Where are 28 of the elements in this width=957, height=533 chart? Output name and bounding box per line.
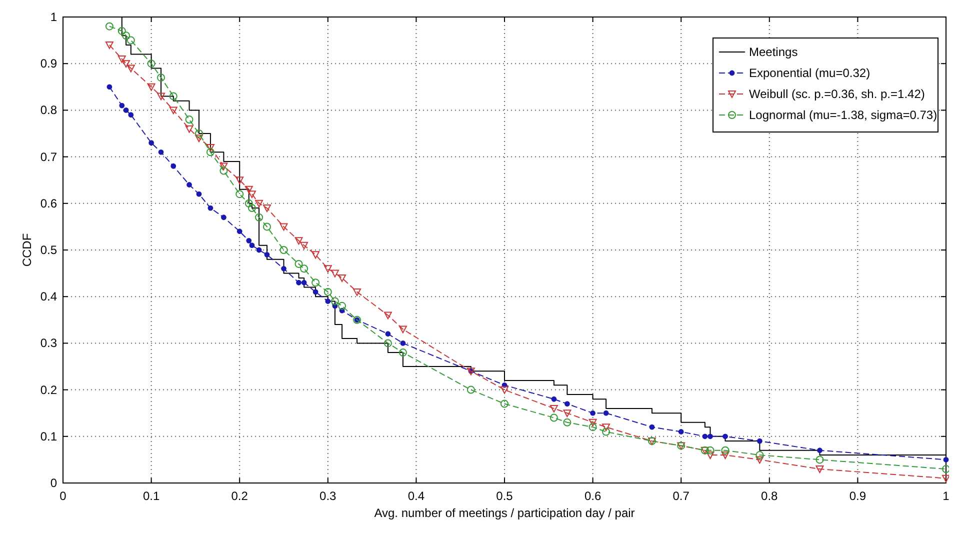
x-tick-label: 0.4: [408, 489, 425, 503]
y-tick-label: 0.1: [40, 429, 58, 444]
y-axis-title: CCDF: [20, 233, 34, 267]
y-tick-label: 0.2: [40, 382, 58, 397]
y-tick-label: 1: [50, 10, 58, 24]
legend-label: Meetings: [749, 45, 798, 59]
legend-label: Weibull (sc. p.=0.36, sh. p.=1.42): [749, 87, 925, 101]
legend-label: Exponential (mu=0.32): [749, 66, 870, 80]
x-tick-label: 0.3: [320, 489, 337, 503]
y-tick-label: 0.4: [40, 290, 58, 304]
x-tick-label: 0.2: [231, 489, 248, 503]
x-tick-label: 0.1: [142, 489, 160, 503]
y-tick-label: 0.3: [40, 336, 58, 350]
x-tick-label: 0.9: [849, 489, 866, 503]
y-tick-label: 0.5: [40, 243, 58, 257]
x-tick-label: 0.8: [761, 489, 778, 503]
x-tick-label: 0.5: [496, 489, 514, 503]
x-tick-label: 0: [60, 489, 67, 503]
x-tick-label: 1: [942, 489, 950, 503]
y-tick-label: 0: [50, 476, 58, 490]
legend-label: Lognormal (mu=-1.38, sigma=0.73): [749, 108, 938, 122]
x-axis-title: Avg. number of meetings / participation day / pair: [374, 506, 635, 520]
x-tick-label: 0.7: [672, 489, 690, 503]
x-tick-label: 0.6: [584, 489, 602, 503]
y-tick-label: 0.8: [40, 103, 58, 118]
y-tick-label: 0.9: [40, 56, 58, 71]
y-tick-label: 0.7: [40, 150, 58, 164]
y-tick-label: 0.6: [40, 196, 58, 210]
